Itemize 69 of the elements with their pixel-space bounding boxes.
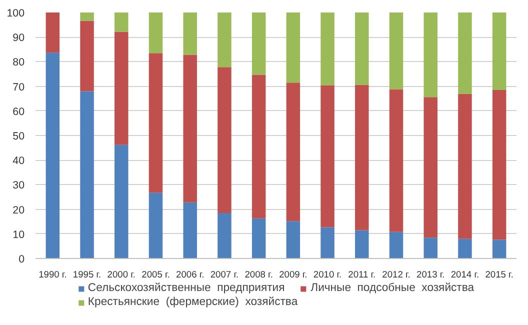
bar: [252, 74, 266, 218]
x-tick-label: 2011 г.: [348, 270, 376, 280]
bar: [320, 227, 334, 258]
bar: [424, 238, 438, 258]
x-tick-label: 2008 г.: [244, 270, 273, 280]
bar: [389, 89, 404, 232]
bar: [148, 53, 163, 193]
bar: [114, 144, 128, 258]
y-tick-label: 70: [12, 81, 25, 94]
x-tick-label: 2014 г.: [450, 270, 480, 280]
x-tick-label: 2009 г.: [279, 270, 308, 280]
bar: [492, 12, 506, 90]
y-tick-label: 60: [12, 106, 25, 118]
y-tick-label: 30: [12, 180, 25, 192]
x-tick-label: 2006 г.: [176, 270, 204, 280]
x-tick-label: 1995 г.: [72, 270, 102, 280]
y-tick-label: 0: [18, 254, 25, 266]
bar: [183, 202, 197, 258]
bar: [492, 90, 506, 240]
bar: [80, 91, 94, 258]
x-tick-label: 2013 г.: [416, 270, 445, 280]
bar: [80, 20, 94, 92]
bar: [458, 94, 472, 239]
bar: [389, 12, 404, 90]
bar: [183, 54, 197, 202]
x-tick-label: 2012 г.: [382, 270, 410, 280]
bar: [492, 240, 506, 258]
bar: [148, 12, 163, 54]
bar: [218, 212, 232, 258]
bar: [218, 67, 232, 213]
y-tick-label: 20: [12, 204, 25, 216]
y-tick-label: 100: [6, 8, 25, 20]
bar: [355, 84, 369, 230]
bar: [114, 32, 128, 145]
bar: [218, 12, 232, 68]
bar: [286, 82, 300, 222]
y-tick-label: 80: [12, 56, 25, 69]
y-tick-label: 90: [12, 32, 25, 44]
y-tick-label: 40: [12, 155, 25, 168]
x-tick-label: 2010 г.: [313, 270, 342, 280]
bar: [148, 192, 163, 258]
legend-label: Личные подсобные хозяйства: [310, 282, 474, 294]
bar: [80, 12, 94, 21]
bar: [355, 12, 369, 85]
bar: [320, 86, 334, 228]
bar: [286, 12, 300, 83]
legend-label: Крестьянские (фермерские) хозяйства: [88, 296, 298, 308]
bar: [46, 52, 60, 258]
bar: [458, 238, 472, 258]
bar: [355, 230, 369, 258]
x-tick-label: 2007 г.: [210, 270, 239, 280]
y-tick-label: 50: [12, 130, 25, 142]
bar: [424, 12, 438, 98]
legend-label: Сельскохозяйственные предприятия: [88, 282, 285, 294]
x-tick-label: 2000 г.: [107, 270, 136, 280]
bar: [252, 12, 266, 75]
x-tick-label: 1990 г.: [38, 270, 67, 280]
bar: [183, 12, 197, 55]
bar: [46, 12, 60, 53]
bar: [320, 12, 334, 86]
x-tick-label: 2005 г.: [142, 270, 170, 280]
x-tick-label: 2015 г.: [485, 270, 514, 280]
bar: [458, 12, 472, 94]
bar: [424, 97, 438, 238]
y-tick-label: 10: [12, 228, 25, 241]
bar: [286, 221, 300, 258]
bar: [389, 232, 404, 258]
bar: [252, 218, 266, 258]
bar: [114, 12, 128, 32]
